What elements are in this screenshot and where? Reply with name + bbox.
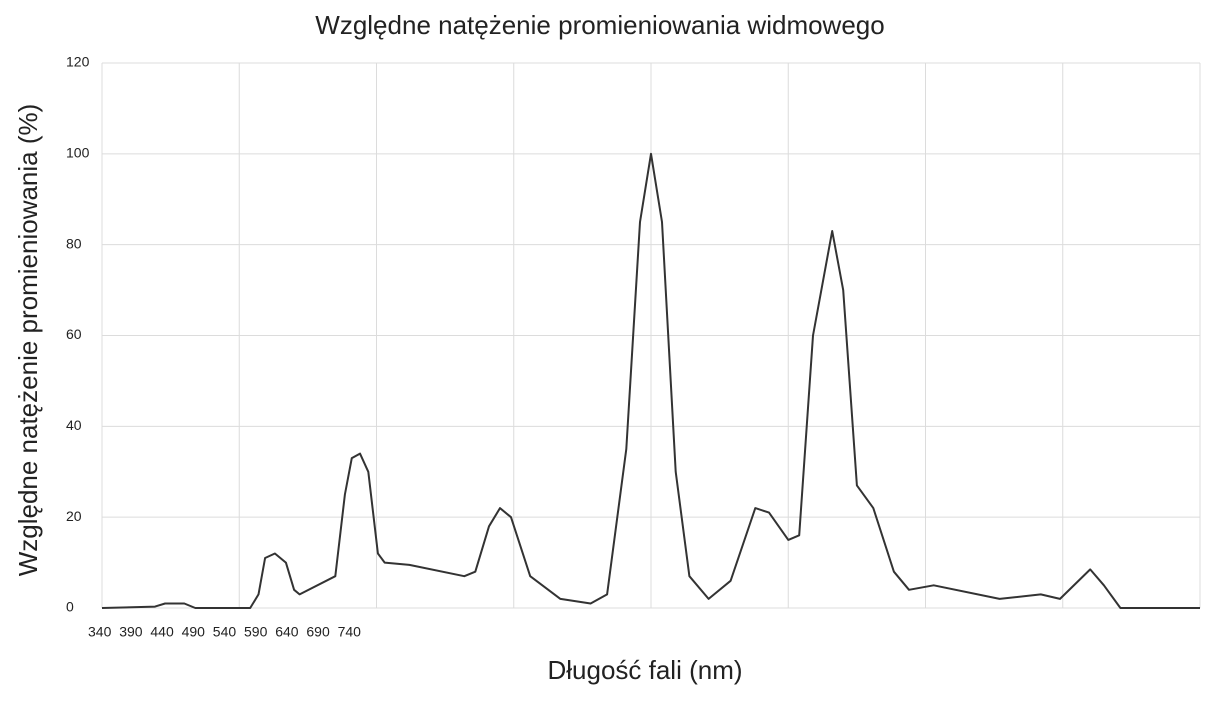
- y-tick-label: 40: [66, 417, 82, 433]
- data-line: [101, 152, 1200, 609]
- x-axis-title: Długość fali (nm): [547, 655, 742, 685]
- y-tick-label: 120: [66, 54, 90, 70]
- x-tick-label: 490: [182, 624, 206, 640]
- y-tick-label: 80: [66, 235, 82, 251]
- x-tick-label: 540: [213, 624, 237, 640]
- chart-title: Względne natężenie promieniowania widmow…: [315, 10, 884, 40]
- x-tick-label: 640: [275, 624, 299, 640]
- y-tick-label: 20: [66, 508, 82, 524]
- y-axis-title: Względne natężenie promieniowania (%): [13, 104, 43, 577]
- x-tick-label: 740: [338, 624, 362, 640]
- x-tick-label: 590: [244, 624, 268, 640]
- x-tick-label: 440: [150, 624, 174, 640]
- x-tick-label: 390: [119, 624, 143, 640]
- y-tick-label: 60: [66, 326, 82, 342]
- x-tick-label: 340: [88, 624, 112, 640]
- y-tick-label: 100: [66, 145, 90, 161]
- y-tick-label: 0: [66, 599, 74, 615]
- x-tick-label: 690: [306, 624, 330, 640]
